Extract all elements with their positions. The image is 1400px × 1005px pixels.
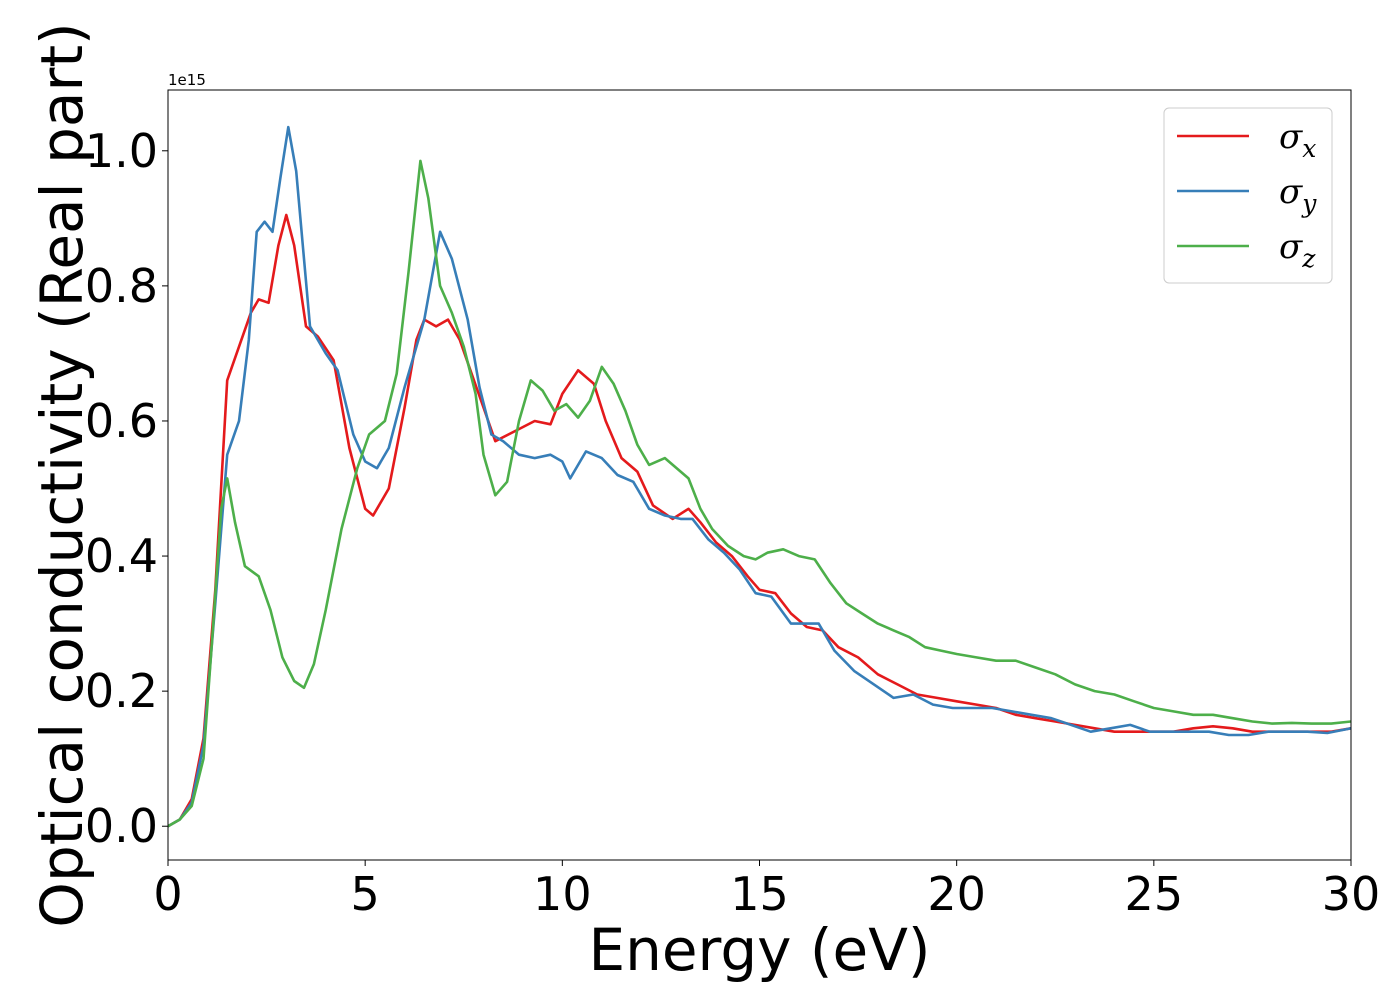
- x-tick-label: 10: [533, 867, 592, 921]
- ticks-layer: 0 5 10 15 20 25 30 0.0 0.2 0.4 0.6 0.8 1.0: [85, 124, 1380, 921]
- x-axis-label: Energy (eV): [588, 916, 930, 984]
- y-tick-label: 0.8: [85, 259, 158, 313]
- series-line-y: [168, 125, 1351, 828]
- legend-subscript-z: z: [1301, 244, 1316, 273]
- x-tick-label: 30: [1322, 867, 1381, 921]
- legend-subscript-x: x: [1302, 134, 1316, 163]
- legend-frame: [1163, 107, 1333, 284]
- y-tick-label: 1.0: [85, 124, 158, 178]
- x-tick-label: 5: [351, 867, 380, 921]
- y-tick-label: 0.6: [85, 394, 158, 448]
- x-tick-label: 25: [1125, 867, 1184, 921]
- x-tick-label: 20: [927, 867, 986, 921]
- legend-subscript-y: y: [1301, 189, 1317, 218]
- y-tick-label: 0.0: [85, 799, 158, 853]
- series-line-z: [168, 159, 1351, 828]
- series-layer: [168, 125, 1351, 828]
- y-offset-text: 1e15: [168, 71, 206, 89]
- y-tick-label: 0.2: [85, 664, 158, 718]
- x-tick-label: 0: [153, 867, 182, 921]
- y-axis-label: Optical conductivity (Real part): [28, 22, 96, 927]
- y-tick-label: 0.4: [85, 529, 158, 583]
- x-tick-label: 15: [730, 867, 789, 921]
